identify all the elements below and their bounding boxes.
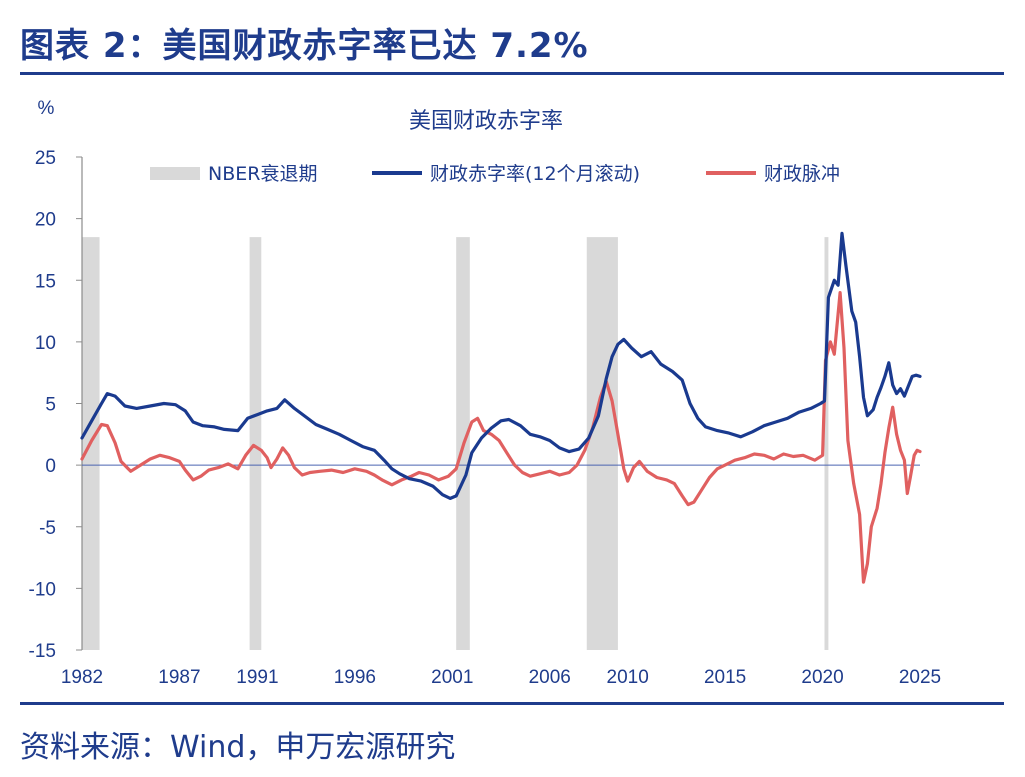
legend-label-deficit: 财政赤字率(12个月滚动): [430, 163, 640, 185]
y-tick-label: -10: [29, 579, 56, 600]
legend-label-recession: NBER衰退期: [208, 163, 317, 185]
x-tick-label: 2025: [899, 667, 941, 688]
y-tick-label: -15: [29, 641, 56, 662]
x-tick-labels: 1982 1987 1991 1996 2001 2006 2010 2015 2020 2025: [61, 667, 941, 688]
axes: [81, 157, 920, 650]
x-tick-label: 2001: [431, 667, 473, 688]
recession-bands: [82, 237, 829, 651]
x-tick-label: 1987: [158, 667, 200, 688]
x-tick-label: 2015: [704, 667, 746, 688]
x-tick-label: 2006: [529, 667, 571, 688]
x-tick-label: 1982: [61, 667, 103, 688]
series-line-deficit-ratio: [80, 231, 922, 500]
series-line-fiscal-impulse: [80, 291, 922, 584]
x-tick-label: 1991: [236, 667, 278, 688]
x-tick-label: 2010: [607, 667, 649, 688]
recession-band-1: [249, 237, 262, 651]
source-note: 资料来源：Wind，申万宏源研究: [20, 730, 456, 765]
series-lines: [80, 231, 922, 584]
top-divider: [20, 72, 1004, 75]
y-tick-label: -5: [39, 518, 56, 539]
legend-swatch-recession: [150, 167, 200, 180]
y-tick-label: 0: [45, 456, 56, 477]
chart-title: 美国财政赤字率: [409, 109, 563, 134]
y-tick-label: 5: [45, 395, 56, 416]
y-axis-unit: %: [38, 98, 55, 119]
y-tick-label: 10: [35, 333, 56, 354]
x-tick-label: 2020: [801, 667, 843, 688]
figure-title: 图表 2：美国财政赤字率已达 7.2%: [20, 26, 589, 66]
bottom-divider: [20, 702, 1004, 705]
y-tick-label: 25: [35, 148, 56, 169]
recession-band-3: [586, 237, 618, 651]
y-tick-labels: 25 20 15 10 5 0 -5 -10 -15: [29, 148, 82, 662]
y-tick-label: 20: [35, 210, 56, 231]
y-tick-label: 15: [35, 271, 56, 292]
legend-label-impulse: 财政脉冲: [764, 163, 840, 185]
legend: NBER衰退期 财政赤字率(12个月滚动) 财政脉冲: [150, 163, 840, 185]
x-tick-label: 1996: [334, 667, 376, 688]
recession-band-4: [824, 237, 829, 651]
